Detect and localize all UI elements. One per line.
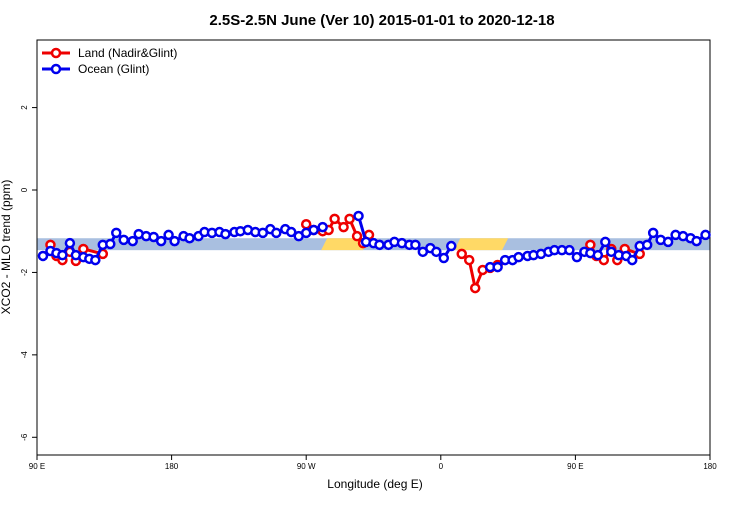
data-point (431, 246, 442, 258)
data-point (184, 232, 195, 244)
x-tick-label: 90 W (297, 462, 316, 471)
legend-label: Land (Nadir&Glint) (78, 46, 177, 60)
x-tick-label: 0 (439, 462, 444, 471)
y-tick-label: 0 (20, 187, 29, 192)
y-tick-label: -2 (20, 268, 29, 276)
data-point (78, 243, 89, 255)
data-point (600, 236, 611, 248)
data-point (57, 249, 68, 261)
data-point (626, 254, 638, 266)
data-point (90, 254, 101, 266)
data-point (148, 231, 159, 243)
plot-frame (36, 39, 711, 456)
data-point (344, 213, 355, 225)
y-tick-label: -4 (20, 351, 29, 359)
x-tick-label: 180 (165, 462, 179, 471)
land-band (454, 238, 509, 251)
data-point (438, 252, 450, 264)
data-point (564, 244, 575, 256)
data-point (463, 254, 475, 266)
y-axis-label: XCO2 - MLO trend (ppm) (0, 180, 13, 315)
data-point (353, 210, 364, 222)
x-tick-label: 180 (703, 462, 717, 471)
data-point (647, 227, 659, 239)
data-point (456, 248, 467, 260)
data-point (641, 239, 653, 251)
legend-marker (50, 63, 62, 75)
data-point (105, 238, 116, 250)
data-point (37, 250, 49, 262)
data-point (571, 251, 583, 263)
data-point (410, 239, 421, 251)
data-point (662, 236, 674, 248)
data-point (155, 235, 167, 247)
y-tick-label: 2 (20, 105, 29, 110)
data-point (271, 227, 282, 239)
data-point (374, 239, 385, 251)
data-point (351, 230, 363, 242)
legend-marker (50, 47, 62, 59)
data-point (169, 235, 180, 247)
data-point (308, 224, 319, 236)
data-point (220, 228, 231, 240)
data-point (492, 261, 503, 273)
data-point (317, 221, 328, 233)
data-point (446, 240, 457, 252)
data-point (163, 229, 174, 241)
x-tick-label: 90 E (29, 462, 45, 471)
data-point (118, 234, 129, 246)
data-point (64, 237, 76, 249)
chart-title: 2.5S-2.5N June (Ver 10) 2015-01-01 to 20… (209, 12, 554, 29)
x-tick-label: 90 E (567, 462, 583, 471)
data-point (338, 221, 349, 233)
legend-label: Ocean (Glint) (78, 62, 149, 76)
data-point (127, 235, 138, 247)
data-point (592, 249, 604, 261)
data-point (329, 213, 340, 225)
data-point (691, 235, 702, 247)
data-point (111, 227, 122, 239)
data-point (513, 251, 524, 263)
data-point (285, 226, 297, 238)
y-tick-label: -6 (20, 433, 29, 441)
data-point (700, 229, 711, 241)
data-point (469, 282, 481, 294)
data-point (300, 218, 312, 230)
x-axis-label: Longitude (deg E) (327, 477, 422, 491)
data-point (585, 239, 596, 251)
